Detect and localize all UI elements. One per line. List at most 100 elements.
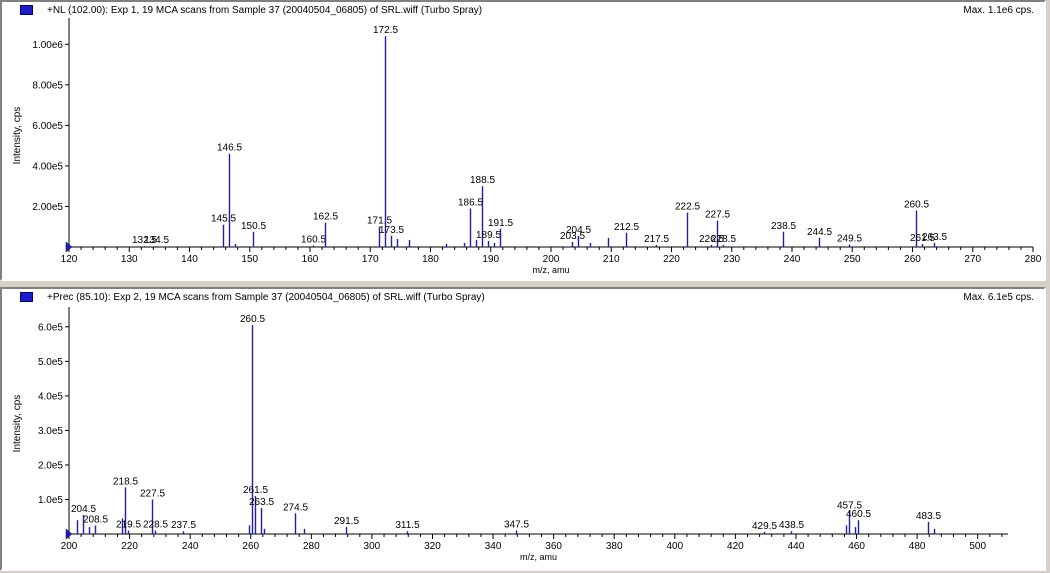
origin-marker-icon (65, 241, 73, 253)
peak-label: 218.5 (113, 476, 138, 487)
peak-label: 145.5 (211, 214, 236, 225)
peak-label: 291.5 (334, 516, 359, 527)
peak-label: 146.5 (217, 143, 242, 154)
x-tick-label: 190 (482, 254, 499, 265)
peak-label: 212.5 (614, 222, 639, 233)
peak-label: 227.5 (140, 488, 165, 499)
peak-label: 189.5 (476, 230, 501, 241)
pane-header: +NL (102.00): Exp 1, 19 MCA scans from S… (2, 2, 1044, 20)
peak-label: 222.5 (675, 202, 700, 213)
peak-label: 483.5 (916, 511, 941, 522)
peak-label: 347.5 (504, 520, 529, 531)
peak-label: 173.5 (379, 225, 404, 236)
x-tick-label: 160 (302, 254, 319, 265)
x-tick-label: 240 (182, 541, 199, 552)
peak-label: 228.5 (143, 520, 168, 531)
peak-label: 162.5 (313, 212, 338, 223)
x-tick-label: 260 (242, 541, 259, 552)
peak-label: 171.5 (367, 216, 392, 227)
peak-label: 203.5 (560, 231, 585, 242)
peak-label: 237.5 (171, 520, 196, 531)
x-tick-label: 320 (424, 541, 441, 552)
x-tick-label: 130 (121, 254, 138, 265)
x-tick-label: 480 (909, 541, 926, 552)
x-tick-label: 440 (788, 541, 805, 552)
trace-color-icon[interactable] (20, 292, 33, 302)
x-tick-label: 200 (61, 541, 78, 552)
peak-label: 186.5 (458, 197, 483, 208)
pane-title: +Prec (85.10): Exp 2, 19 MCA scans from … (47, 292, 485, 303)
y-tick-label: 2.00e5 (32, 202, 63, 213)
y-tick-label: 5.0e5 (38, 357, 63, 368)
peak-label: 219.5 (116, 520, 141, 531)
x-tick-label: 340 (485, 541, 502, 552)
pane-title: +NL (102.00): Exp 1, 19 MCA scans from S… (47, 5, 483, 16)
peak-label: 228.5 (711, 234, 736, 245)
peak-label: 457.5 (837, 501, 862, 512)
y-axis-title: Intensity, cps (12, 395, 23, 453)
max-intensity-label: Max. 1.1e6 cps. (963, 5, 1034, 16)
y-tick-label: 1.0e5 (38, 495, 63, 506)
x-tick-label: 280 (303, 541, 320, 552)
x-tick-label: 360 (545, 541, 562, 552)
peak-label: 217.5 (644, 234, 669, 245)
peak-label: 460.5 (846, 509, 871, 520)
peak-label: 238.5 (771, 221, 796, 232)
y-tick-label: 1.00e6 (32, 40, 63, 51)
peak-label: 188.5 (470, 175, 495, 186)
x-tick-label: 250 (844, 254, 861, 265)
peak-label: 260.5 (904, 200, 929, 211)
spectrum-pane-2: +Prec (85.10): Exp 2, 19 MCA scans from … (0, 287, 1046, 571)
x-tick-label: 240 (784, 254, 801, 265)
origin-marker-icon (65, 528, 73, 540)
peak-label: 134.5 (144, 235, 169, 246)
peak-label: 132.5 (132, 235, 157, 246)
x-tick-label: 460 (848, 541, 865, 552)
spectrum-plot-2[interactable]: 200 220 240 260 280 300 320 340 360 380 400 420 440 4… (2, 289, 1044, 569)
peak-label: 150.5 (241, 221, 266, 232)
x-tick-label: 300 (364, 541, 381, 552)
y-tick-label: 4.00e5 (32, 161, 63, 172)
peak-label: 438.5 (779, 520, 804, 531)
peak-label: 204.5 (566, 225, 591, 236)
x-tick-label: 280 (1025, 254, 1042, 265)
x-tick-label: 210 (603, 254, 620, 265)
x-axis-title: m/z, amu (520, 552, 557, 562)
spectrum-pane-1: +NL (102.00): Exp 1, 19 MCA scans from S… (0, 0, 1046, 281)
peak-label: 274.5 (283, 502, 308, 513)
y-axis-title: Intensity, cps (12, 107, 23, 165)
x-axis-title: m/z, amu (532, 265, 569, 275)
peak-label: 263.5 (249, 497, 274, 508)
peak-label: 311.5 (395, 520, 420, 531)
peak-label: 191.5 (488, 218, 513, 229)
y-tick-label: 3.0e5 (38, 426, 63, 437)
peak-label: 227.5 (705, 210, 730, 221)
x-tick-label: 230 (723, 254, 740, 265)
y-tick-label: 6.0e5 (38, 322, 63, 333)
x-tick-label: 400 (666, 541, 683, 552)
x-tick-label: 220 (663, 254, 680, 265)
peak-label: 204.5 (71, 504, 96, 515)
x-tick-label: 140 (181, 254, 198, 265)
peak-label: 429.5 (752, 521, 777, 532)
pane-header: +Prec (85.10): Exp 2, 19 MCA scans from … (2, 289, 1044, 307)
trace-color-icon[interactable] (20, 5, 33, 15)
x-tick-label: 200 (543, 254, 560, 265)
x-tick-label: 120 (61, 254, 78, 265)
spectrum-plot-1[interactable]: 120 130 140 150 160 170 180 190 200 210 220 230 240 2… (2, 2, 1044, 279)
peak-label: 226.5 (699, 234, 724, 245)
x-tick-label: 170 (362, 254, 379, 265)
peak-label: 172.5 (373, 25, 398, 36)
x-tick-label: 260 (904, 254, 921, 265)
y-tick-label: 8.00e5 (32, 80, 63, 91)
x-tick-label: 150 (241, 254, 258, 265)
x-tick-label: 420 (727, 541, 744, 552)
peak-label: 261.5 (910, 233, 935, 244)
peak-label: 244.5 (807, 227, 832, 238)
peak-label: 208.5 (83, 514, 108, 525)
x-tick-label: 380 (606, 541, 623, 552)
peak-label: 249.5 (837, 234, 862, 245)
x-tick-label: 180 (422, 254, 439, 265)
peak-label: 260.5 (240, 314, 265, 325)
peak-label: 261.5 (243, 485, 268, 496)
